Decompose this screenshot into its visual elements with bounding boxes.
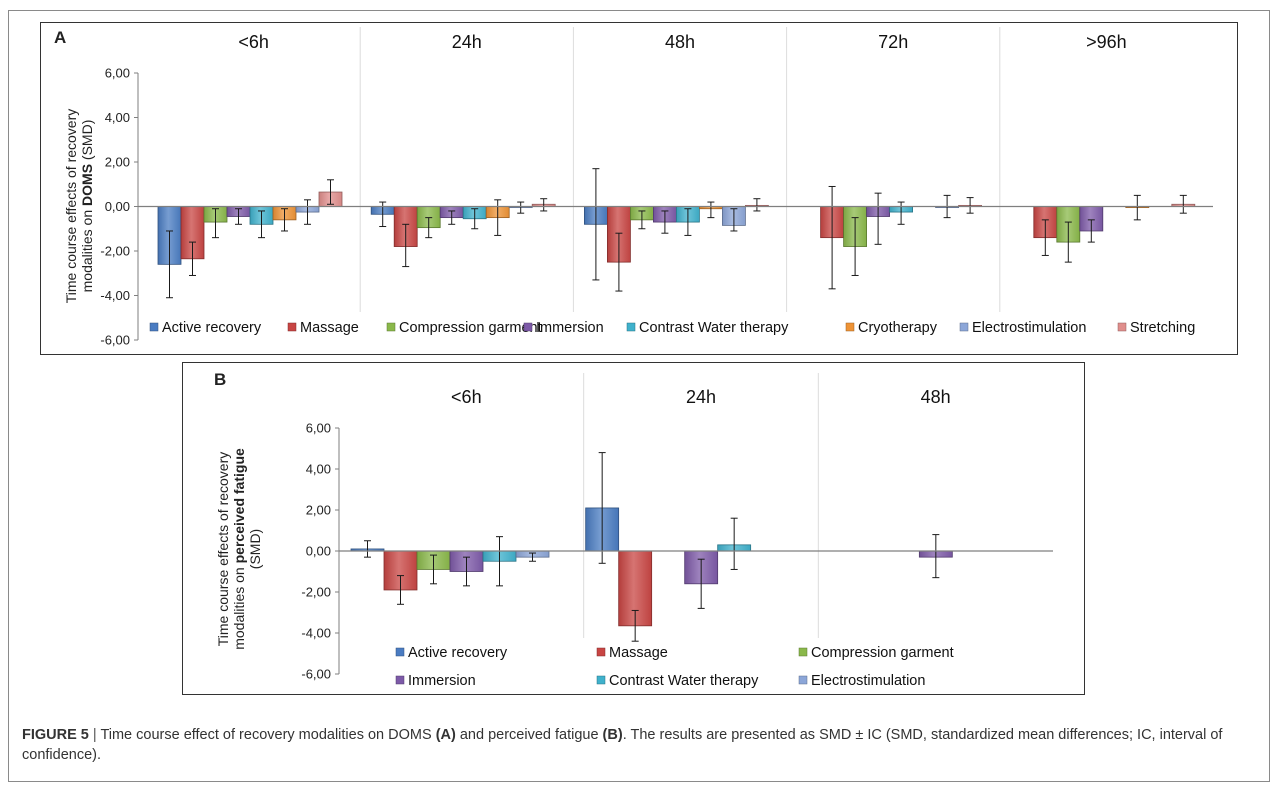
- category-label: 72h: [878, 32, 908, 52]
- category-label: <6h: [451, 387, 482, 407]
- legend-swatch-compression-garment: [798, 647, 808, 657]
- chart-panel-b: B 6,00 4,00 2,00 0,00 -2,00 -4,00 -6,00 <6h 24h 4…: [182, 362, 1085, 695]
- legend-label-contrast-water-therapy: Contrast Water therapy: [609, 673, 759, 689]
- caption-separator: |: [88, 727, 101, 743]
- legend-label-active-recovery: Active recovery: [162, 320, 262, 336]
- legend-swatch-active-recovery: [149, 322, 159, 332]
- caption-label: FIGURE 5: [22, 727, 89, 743]
- legend-swatch-stretching: [1117, 322, 1127, 332]
- legend-swatch-immersion: [395, 675, 405, 685]
- y-tick-label: -6,00: [100, 333, 130, 348]
- legend-swatch-active-recovery: [395, 647, 405, 657]
- caption-text-1: Time course effect of recovery modalitie…: [100, 727, 436, 743]
- panel-label-a: A: [54, 28, 67, 47]
- legend-label-stretching: Stretching: [1130, 320, 1195, 336]
- y-tick-label: 2,00: [105, 155, 130, 170]
- y-tick-label: 2,00: [306, 503, 331, 518]
- caption-ref-a: (A): [435, 727, 456, 743]
- y-axis-label-part: (SMD): [247, 529, 263, 569]
- legend-swatch-cryotherapy: [845, 322, 855, 332]
- y-tick-label: 0,00: [306, 544, 331, 559]
- legend-swatch-massage: [287, 322, 297, 332]
- chart-panel-a: A 6,00 4,00 2,00 0,00 -2,00 -4,00 -6,00 <6h 24h 4…: [40, 22, 1238, 355]
- legend-swatch-immersion: [523, 322, 533, 332]
- legend-label-electrostimulation: Electrostimulation: [972, 320, 1086, 336]
- y-axis-label-emphasis: perceived fatigue: [231, 448, 247, 563]
- legend-label-compression-garment: Compression garment: [399, 320, 542, 336]
- legend-label-contrast-water-therapy: Contrast Water therapy: [639, 320, 789, 336]
- fatigue-chart: 6,00 4,00 2,00 0,00 -2,00 -4,00 -6,00 <6h 24h 48h…: [215, 373, 1053, 689]
- category-label: 24h: [686, 387, 716, 407]
- caption-ref-b: (B): [602, 727, 623, 743]
- caption-text-2: and perceived fatigue: [455, 727, 603, 743]
- y-axis-label: Time course effects of recoverymodalitie…: [63, 109, 95, 304]
- y-tick-label: 6,00: [105, 66, 130, 81]
- y-axis-label-part: modalities on: [79, 206, 95, 292]
- y-tick-label: 0,00: [105, 199, 130, 214]
- legend-label-active-recovery: Active recovery: [408, 645, 508, 661]
- legend-swatch-electrostimulation: [959, 322, 969, 332]
- y-axis-label-part: (SMD): [79, 120, 95, 164]
- y-tick-label: 6,00: [306, 421, 331, 436]
- legend-label-massage: Massage: [609, 645, 668, 661]
- legend-swatch-contrast-water-therapy: [626, 322, 636, 332]
- figure-frame: [8, 10, 1270, 782]
- y-tick-label: -4,00: [301, 626, 331, 641]
- y-axis-label-part: Time course effects of recovery: [63, 109, 79, 304]
- legend-swatch-electrostimulation: [798, 675, 808, 685]
- y-tick-label: -6,00: [301, 667, 331, 682]
- category-label: >96h: [1086, 32, 1127, 52]
- y-axis-label-emphasis: DOMS: [79, 164, 95, 206]
- category-label: <6h: [238, 32, 269, 52]
- legend-label-immersion: Immersion: [536, 320, 604, 336]
- y-axis-label: Time course effects of recoverymodalitie…: [215, 448, 263, 650]
- y-tick-label: -4,00: [100, 288, 130, 303]
- caption-text-3: . The results are presented as SMD ± IC …: [22, 727, 1223, 763]
- y-tick-label: 4,00: [105, 110, 130, 125]
- legend-label-compression-garment: Compression garment: [811, 645, 954, 661]
- y-tick-label: 4,00: [306, 462, 331, 477]
- category-label: 48h: [921, 387, 951, 407]
- legend-swatch-compression-garment: [386, 322, 396, 332]
- legend-label-cryotherapy: Cryotherapy: [858, 320, 938, 336]
- legend-swatch-massage: [596, 647, 606, 657]
- panel-label-b: B: [214, 370, 227, 389]
- legend-label-massage: Massage: [300, 320, 359, 336]
- legend-label-electrostimulation: Electrostimulation: [811, 673, 925, 689]
- category-label: 24h: [452, 32, 482, 52]
- doms-chart: 6,00 4,00 2,00 0,00 -2,00 -4,00 -6,00 <6h 24h 48h…: [63, 27, 1213, 348]
- legend-swatch-contrast-water-therapy: [596, 675, 606, 685]
- category-label: 48h: [665, 32, 695, 52]
- y-axis-label-part: modalities on: [231, 563, 247, 649]
- y-tick-label: -2,00: [100, 244, 130, 259]
- y-tick-label: -2,00: [301, 585, 331, 600]
- figure-caption: FIGURE 5 | Time course effect of recover…: [22, 725, 1252, 765]
- y-axis-label-part: Time course effects of recovery: [215, 452, 231, 647]
- legend-label-immersion: Immersion: [408, 673, 476, 689]
